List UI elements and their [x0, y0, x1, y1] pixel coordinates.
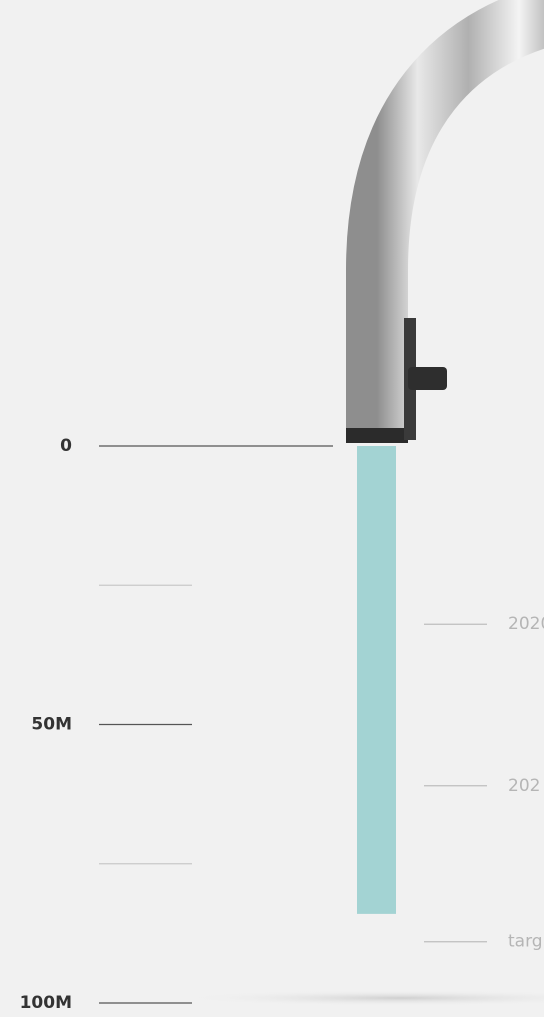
y-tick-label: 100M	[20, 993, 72, 1013]
y-tick-label: 50M	[31, 715, 72, 735]
annotation-label: 202	[508, 776, 540, 796]
y-tick-label: 0	[60, 436, 72, 456]
faucet-knob	[408, 367, 447, 390]
faucet-pipe	[346, 0, 544, 440]
annotation-label: targ	[508, 932, 543, 952]
annotation-label: 2020	[508, 614, 544, 634]
faucet-tip	[346, 428, 408, 443]
floor-shadow	[180, 990, 544, 1006]
water-bar	[357, 446, 396, 914]
